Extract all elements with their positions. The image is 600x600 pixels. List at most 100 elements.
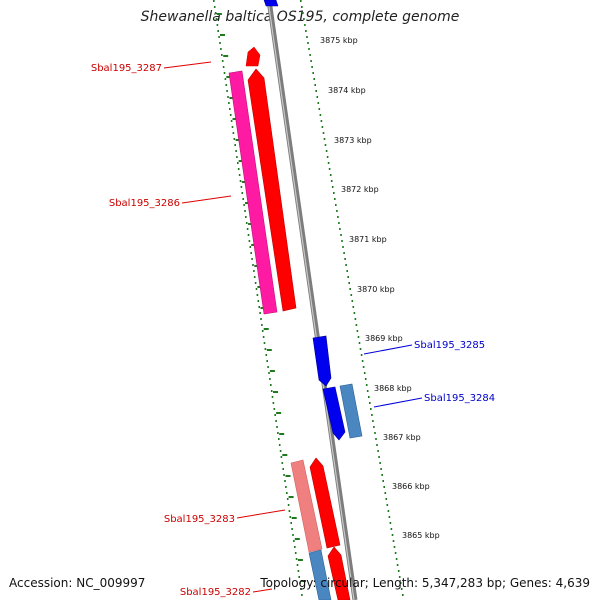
left-rail-dot [280,456,283,458]
gene-sbal195-3282-bar[interactable] [308,549,332,600]
left-rail-dot [234,144,236,146]
right-rail-dot [393,546,396,548]
right-rail-dot [315,90,317,92]
leader-line-sbal195-3284 [373,397,423,408]
left-rail-dot [237,162,239,164]
right-rail-dot [359,348,362,350]
left-rail-dot [277,432,279,434]
left-rail-dot [235,150,237,152]
right-dotted-rail [300,0,404,596]
left-rail-dot [286,498,289,500]
left-rail-dot [221,54,223,56]
tick-mark [248,223,254,225]
right-rail-dot [347,276,349,278]
left-rail-dot [214,12,217,14]
right-rail-dot [333,192,335,194]
right-rail-dot [386,504,389,506]
gene-sbal195-3285-arrow[interactable] [312,335,332,387]
right-rail-dot [348,282,350,284]
left-rail-dot [299,582,301,584]
left-rail-dot [222,66,225,68]
right-rail-dot [357,336,360,338]
right-rail-dot [355,324,358,326]
right-rail-dot [312,72,314,74]
right-rail-dot [321,126,324,128]
tick-mark [273,391,278,393]
left-rail-dot [239,180,242,182]
right-rail-dot [337,216,339,218]
gene-label-sbal195-3284[interactable]: Sbal195_3284 [424,393,495,404]
right-rail-dot [384,492,387,494]
leader-line-sbal195-3286 [181,195,232,204]
right-rail-dot [358,342,361,344]
left-rail-dot [249,246,252,248]
left-rail-dot [276,426,278,428]
left-rail-dot [225,84,228,86]
right-rail-dot [392,540,395,542]
right-rail-dot [327,162,330,164]
right-rail-dot [316,96,319,98]
right-rail-dot [394,552,397,554]
right-rail-dot [364,378,367,380]
gene-label-sbal195-3285[interactable]: Sbal195_3285 [414,340,485,351]
tick-mark [291,517,297,519]
right-rail-dot [369,402,371,404]
left-rail-dot [259,312,261,314]
right-rail-dot [324,144,327,146]
right-rail-dot [307,42,309,44]
gene-sbal195-3284-bar[interactable] [339,383,363,439]
right-rail-dot [325,150,328,152]
right-rail-dot [383,486,385,488]
right-rail-dot [346,270,348,272]
leader-line-sbal195-3282 [252,588,273,593]
right-rail-dot [350,294,353,296]
gene-sbal195-3283-arrow[interactable] [309,457,341,549]
right-rail-dot [329,174,332,176]
left-rail-dot [281,462,284,464]
tick-mark [241,181,247,183]
left-rail-dot [252,264,254,266]
left-rail-dot [294,552,297,554]
right-rail-dot [320,120,323,122]
right-rail-dot [339,228,341,230]
left-rail-dot [254,282,257,284]
kbp-label: 3871 kbp [349,235,387,244]
leader-line-sbal195-3283 [236,509,286,519]
left-rail-dot [261,330,264,332]
kbp-scale: 3875 kbp 3874 kbp 3873 kbp 3872 kbp 3871… [320,36,440,540]
gene-label-sbal195-3283[interactable]: Sbal195_3283 [164,514,235,525]
gene-top-reverse-fragment[interactable] [263,0,279,7]
left-rail-dot [243,204,245,206]
gene-label-sbal195-3287[interactable]: Sbal195_3287 [91,63,162,74]
gene-sbal195-3283-bar[interactable] [290,459,323,553]
left-rail-dot [232,132,235,134]
right-rail-dot [372,420,374,422]
right-rail-dot [301,6,303,8]
left-rail-dot [263,342,266,344]
genome-backbone [266,0,358,600]
right-rail-dot [389,522,392,524]
gene-sbal195-3286-bar[interactable] [228,70,278,315]
right-rail-dot [354,318,357,320]
gene-sbal195-3287-arrow[interactable] [245,46,261,67]
left-rail-dot [241,192,244,194]
gene-sbal195-3282-arrow[interactable] [327,546,351,600]
right-rail-dot [302,12,304,14]
right-rail-dot [336,210,338,212]
right-rail-dot [300,0,302,2]
gene-sbal195-3286-arrow[interactable] [247,68,297,312]
left-rail-dot [269,378,271,380]
right-rail-dot [385,498,388,500]
left-rail-dot [246,228,249,230]
kbp-label: 3870 kbp [357,285,395,294]
left-rail-dot [286,492,288,494]
left-rail-dot [271,396,274,398]
right-rail-dot [343,252,345,254]
gene-sbal195-3284-arrow[interactable] [322,386,346,441]
left-rail-dot [247,234,250,236]
right-rail-dot [397,570,400,572]
gene-label-sbal195-3282[interactable]: Sbal195_3282 [180,587,251,598]
left-rail-dot [268,372,270,374]
gene-label-sbal195-3286[interactable]: Sbal195_3286 [109,198,180,209]
